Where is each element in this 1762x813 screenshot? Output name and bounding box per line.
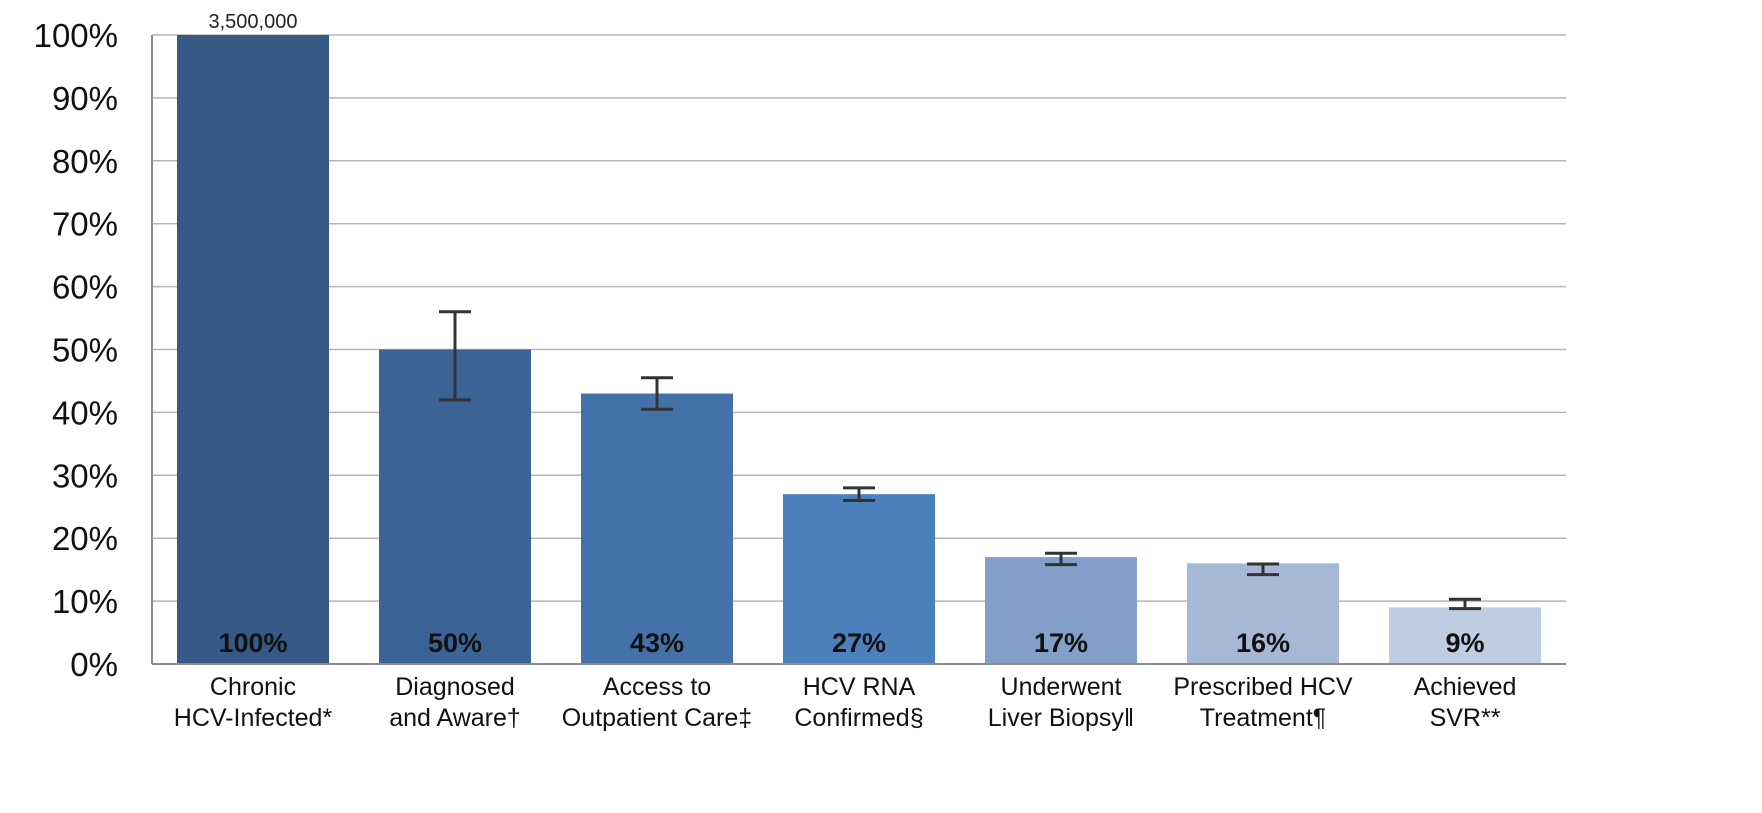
bar-value-label: 27%	[832, 628, 886, 658]
y-tick-label: 100%	[34, 17, 118, 54]
y-tick-label: 50%	[52, 332, 118, 369]
bar-value-label: 43%	[630, 628, 684, 658]
y-tick-label: 90%	[52, 80, 118, 117]
bar-value-label: 16%	[1236, 628, 1290, 658]
bar-value-label: 17%	[1034, 628, 1088, 658]
y-tick-label: 20%	[52, 520, 118, 557]
x-tick-label: Achieved SVR**	[1414, 673, 1517, 732]
error-bar	[641, 376, 673, 411]
bar	[581, 393, 733, 664]
axes	[151, 35, 1566, 665]
bar	[985, 557, 1137, 664]
y-tick-label: 30%	[52, 457, 118, 494]
y-tick-label: 80%	[52, 143, 118, 180]
x-tick-label: Chronic HCV-Infected*	[174, 673, 333, 732]
error-bar	[1449, 597, 1481, 611]
x-tick-label: Access to Outpatient Care‡	[562, 673, 752, 732]
error-bars	[439, 310, 1481, 611]
bar-value-label: 9%	[1445, 628, 1484, 658]
bar	[1187, 563, 1339, 664]
y-tick-label: 0%	[70, 646, 118, 683]
x-tick-label: Underwent Liver Biopsy‖	[988, 673, 1135, 732]
bar	[177, 35, 329, 664]
x-tick-label: HCV RNA Confirmed§	[794, 673, 923, 732]
error-bar	[1045, 551, 1077, 567]
bars	[177, 35, 1541, 664]
bar	[783, 494, 935, 664]
error-bar	[439, 310, 471, 402]
bar-annotation: 3,500,000	[209, 11, 298, 33]
error-bar	[1247, 562, 1279, 577]
error-bar	[843, 486, 875, 502]
y-tick-label: 70%	[52, 206, 118, 243]
y-tick-label: 40%	[52, 394, 118, 431]
x-tick-label: Diagnosed and Aware†	[389, 673, 521, 732]
bar-value-labels: 100% 50% 43% 27% 17% 16% 9% 3,500,000	[209, 11, 1485, 658]
x-axis-labels: Chronic HCV-Infected* Diagnosed and Aware† A…	[174, 673, 1517, 732]
bar-value-label: 100%	[218, 628, 287, 658]
bar-value-label: 50%	[428, 628, 482, 658]
bar	[1389, 607, 1541, 664]
y-axis-ticks: 0% 10% 20% 30% 40% 50% 60% 70% 80% 90% 100%	[34, 17, 118, 683]
x-tick-label: Prescribed HCV Treatment¶	[1173, 673, 1353, 732]
bar	[379, 349, 531, 664]
y-tick-label: 10%	[52, 583, 118, 620]
y-tick-label: 60%	[52, 269, 118, 306]
